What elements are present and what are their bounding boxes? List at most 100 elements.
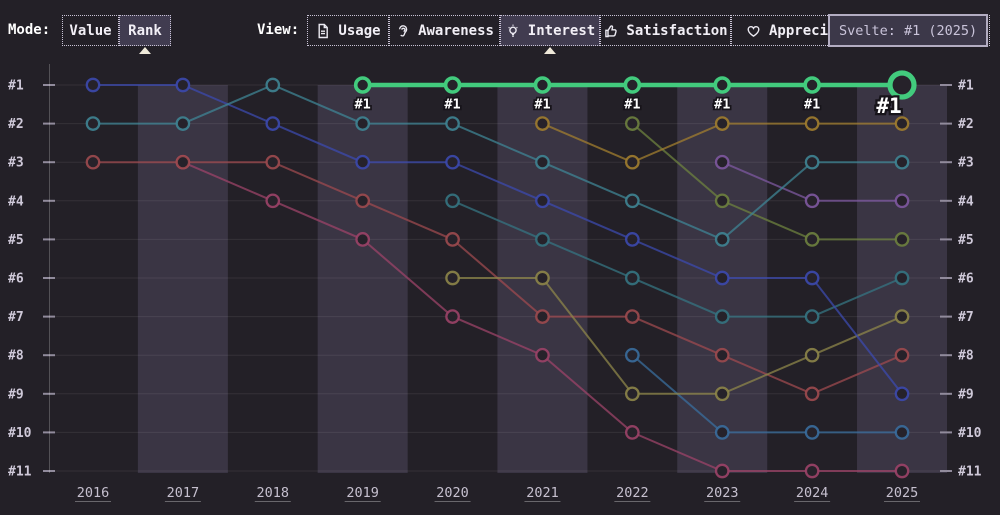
data-point-series-blue[interactable] <box>175 77 191 93</box>
data-point-series-blue[interactable] <box>355 154 371 170</box>
highlight-point-label: #1 <box>444 97 460 113</box>
data-point-series-blue[interactable] <box>445 154 460 170</box>
data-point-series-teal[interactable] <box>85 116 101 131</box>
data-point-series-lightblue[interactable] <box>714 425 730 440</box>
data-point-series-lightblue[interactable] <box>624 347 640 363</box>
year-axis-label: 2021 <box>526 485 559 501</box>
data-point-series-olivegreen[interactable] <box>714 193 730 209</box>
year-axis-label: 2020 <box>436 485 469 501</box>
data-point-series-gold[interactable] <box>804 116 820 131</box>
data-point-series-teal[interactable] <box>535 154 550 170</box>
data-point-series-crimson[interactable] <box>445 309 460 324</box>
data-point-series-darkteal[interactable] <box>445 193 460 209</box>
view-awareness-button[interactable]: Awareness <box>389 15 500 46</box>
data-point-series-olive[interactable] <box>535 270 550 286</box>
highlight-point-label: #1 <box>804 97 820 113</box>
data-point-series-red[interactable] <box>714 347 730 363</box>
data-point-series-blue[interactable] <box>714 270 730 286</box>
year-axis-label: 2023 <box>706 485 739 501</box>
data-point-series-gold[interactable] <box>714 116 730 131</box>
data-point-series-crimson[interactable] <box>714 463 730 479</box>
view-satisfaction-label: Satisfaction <box>626 22 728 39</box>
rank-axis-label-right: #1 <box>958 79 974 94</box>
data-point-series-gold[interactable] <box>624 154 640 170</box>
data-point-series-olivegreen[interactable] <box>894 232 910 247</box>
data-point-series-red[interactable] <box>265 154 281 170</box>
data-point-series-gold[interactable] <box>535 116 550 131</box>
data-point-series-red[interactable] <box>894 347 910 363</box>
data-point-series-teal[interactable] <box>624 193 640 209</box>
data-point-series-crimson[interactable] <box>804 463 820 479</box>
data-point-series-teal[interactable] <box>714 232 730 247</box>
highlight-point-label: #1 <box>714 97 730 113</box>
data-point-svelte[interactable] <box>803 76 821 94</box>
data-point-series-olive[interactable] <box>894 309 910 324</box>
data-point-series-lightblue[interactable] <box>894 425 910 440</box>
data-point-series-blue[interactable] <box>894 386 910 402</box>
highlight-point-label: #1 <box>876 94 901 118</box>
data-point-series-purple[interactable] <box>894 193 910 209</box>
data-point-svelte[interactable] <box>443 76 462 94</box>
data-point-series-olive[interactable] <box>714 386 730 402</box>
data-point-series-teal[interactable] <box>175 116 191 131</box>
view-awareness-label: Awareness <box>418 22 494 39</box>
data-point-series-blue[interactable] <box>265 116 281 131</box>
data-point-series-teal[interactable] <box>265 77 281 93</box>
data-point-series-purple[interactable] <box>804 193 820 209</box>
data-point-series-teal[interactable] <box>804 154 820 170</box>
data-point-series-lightblue[interactable] <box>804 425 820 440</box>
data-point-series-crimson[interactable] <box>535 347 550 363</box>
data-point-series-crimson[interactable] <box>265 193 281 209</box>
highlight-point-label: #1 <box>624 97 640 113</box>
series-line-series-olive <box>452 277 903 395</box>
lightbulb-icon <box>505 23 521 39</box>
view-interest-button[interactable]: Interest <box>500 15 600 46</box>
rank-axis-label-left: #4 <box>8 194 24 209</box>
data-point-series-blue[interactable] <box>535 193 550 209</box>
data-point-series-red[interactable] <box>175 154 191 170</box>
mode-rank-button[interactable]: Rank <box>119 15 171 46</box>
rank-axis-label-left: #2 <box>8 117 24 132</box>
data-point-series-red[interactable] <box>535 309 550 324</box>
data-point-series-blue[interactable] <box>85 77 101 93</box>
data-point-series-darkteal[interactable] <box>894 270 910 286</box>
mode-value-button[interactable]: Value <box>62 15 119 46</box>
data-point-series-olive[interactable] <box>445 270 460 286</box>
view-satisfaction-button[interactable]: Satisfaction <box>600 15 731 46</box>
data-point-series-teal[interactable] <box>355 116 371 131</box>
view-usage-button[interactable]: Usage <box>307 15 389 46</box>
rank-axis-label-right: #7 <box>958 310 974 325</box>
data-point-series-olivegreen[interactable] <box>624 116 640 131</box>
data-point-series-red[interactable] <box>445 232 460 247</box>
data-point-series-darkteal[interactable] <box>624 270 640 286</box>
data-point-series-olive[interactable] <box>624 386 640 402</box>
data-point-series-teal[interactable] <box>445 116 460 131</box>
data-point-svelte[interactable] <box>887 70 917 100</box>
data-point-svelte[interactable] <box>533 76 552 94</box>
data-point-series-olive[interactable] <box>804 347 820 363</box>
data-point-series-crimson[interactable] <box>624 425 640 440</box>
data-point-series-red[interactable] <box>85 154 101 170</box>
rank-axis-label-right: #8 <box>958 349 974 364</box>
data-point-series-gold[interactable] <box>894 116 910 131</box>
data-point-series-blue[interactable] <box>804 270 820 286</box>
data-point-series-crimson[interactable] <box>894 463 910 479</box>
data-point-series-teal[interactable] <box>894 154 910 170</box>
view-label: View: <box>257 22 300 38</box>
data-point-series-blue[interactable] <box>624 232 640 247</box>
data-point-series-darkteal[interactable] <box>804 309 820 324</box>
data-point-svelte[interactable] <box>623 76 642 94</box>
data-point-svelte[interactable] <box>353 76 372 94</box>
rank-axis-label-left: #1 <box>8 79 24 94</box>
data-point-series-olivegreen[interactable] <box>804 232 820 247</box>
data-point-series-darkteal[interactable] <box>535 232 550 247</box>
data-point-series-red[interactable] <box>624 309 640 324</box>
data-point-series-red[interactable] <box>804 386 820 402</box>
ear-icon <box>395 23 411 39</box>
data-point-series-purple[interactable] <box>714 154 730 170</box>
data-point-series-darkteal[interactable] <box>714 309 730 324</box>
data-point-svelte[interactable] <box>713 76 732 94</box>
data-point-series-red[interactable] <box>355 193 371 209</box>
rank-axis-label-right: #9 <box>958 387 974 402</box>
data-point-series-crimson[interactable] <box>355 232 371 247</box>
